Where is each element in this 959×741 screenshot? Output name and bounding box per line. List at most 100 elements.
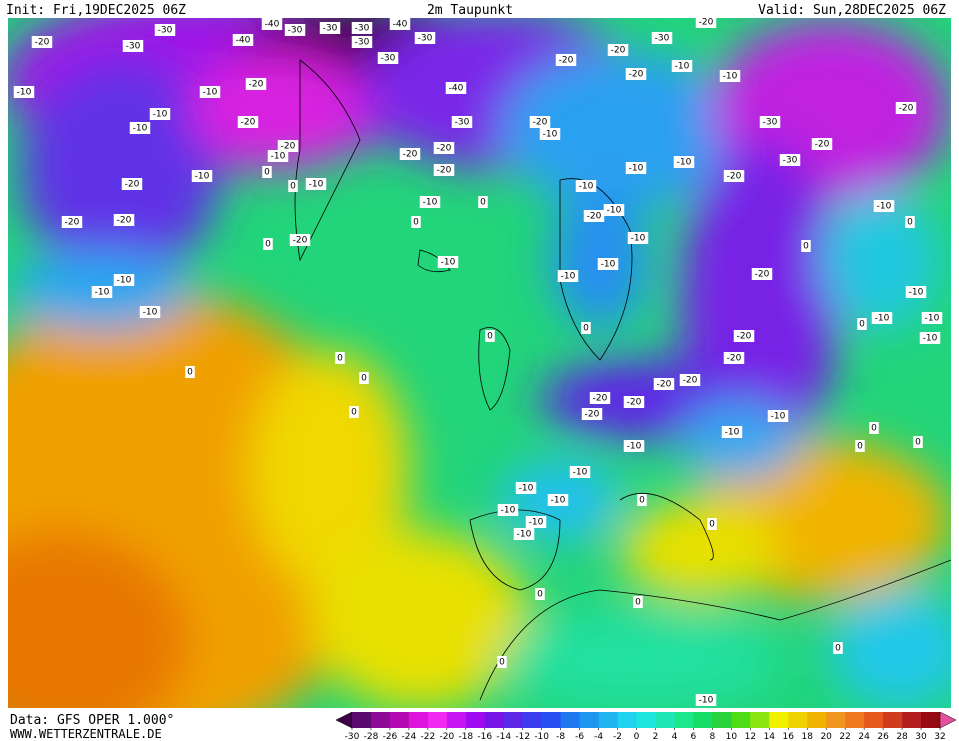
colorbar-tick-label: 8 (710, 732, 716, 741)
contour-label-box (871, 312, 893, 324)
contour-label-box (13, 86, 35, 98)
contour-label: -30 (323, 24, 338, 34)
contour-label: -10 (551, 496, 566, 506)
colorbar: -30 -28 -26 -24 -22 -20 -18 -16 -14 -12 -10 -8 -6 -4-… (335, 711, 957, 741)
contour-label: -20 (293, 236, 308, 246)
colorbar-cell (864, 712, 884, 728)
contour-label: 0 (413, 218, 419, 228)
contour-label: -10 (203, 88, 218, 98)
contour-label-box (919, 332, 941, 344)
contour-label-box (351, 36, 373, 48)
contour-label: 0 (480, 198, 486, 208)
contour-label: -30 (355, 38, 370, 48)
colorbar-tick-label: 14 (764, 732, 776, 741)
contour-label: -10 (153, 110, 168, 120)
contour-label: -20 (737, 332, 752, 342)
contour-label: -20 (241, 118, 256, 128)
contour-label: -20 (559, 56, 574, 66)
colorbar-cell (522, 712, 543, 728)
colorbar-tick-label: 20 (820, 732, 832, 741)
init-text: Init: Fri,19DEC2025 06Z (6, 3, 186, 18)
colorbar-tick-label: -12 (515, 732, 530, 741)
contour-label-box (651, 32, 673, 44)
contour-label-box (262, 166, 272, 178)
contour-label: -30 (355, 24, 370, 34)
contour-label-box (857, 318, 867, 330)
contour-label: -10 (723, 72, 738, 82)
contour-label-box (801, 240, 811, 252)
map-title: 2m Taupunkt (427, 3, 513, 18)
contour-label: -10 (573, 468, 588, 478)
contour-label: 0 (871, 424, 877, 434)
contour-label-box (913, 436, 923, 448)
contour-label: -10 (877, 202, 892, 212)
contour-label-box (751, 268, 773, 280)
colorbar-tick-label: 4 (672, 732, 678, 741)
colorbar-tick-label: 10 (726, 732, 738, 741)
contour-label-box (679, 374, 701, 386)
contour-label: -20 (437, 166, 452, 176)
contour-label-box (419, 196, 441, 208)
contour-label: -20 (815, 140, 830, 150)
colorbar-cell (370, 712, 391, 728)
colorbar-tick-label: 26 (877, 732, 889, 741)
data-source: Data: GFS OPER 1.000° (10, 713, 174, 728)
contour-label: -30 (783, 156, 798, 166)
colorbar-cell (541, 712, 562, 728)
contour-label: 0 (835, 644, 841, 654)
contour-label: -20 (117, 216, 132, 226)
colorbar-tick-label: -28 (364, 732, 379, 741)
contour-label-box (539, 128, 561, 140)
colorbar-cell (845, 712, 865, 728)
contour-label: -10 (17, 88, 32, 98)
contour-label: -20 (281, 142, 296, 152)
colorbar-cell (807, 712, 827, 728)
contour-label-box (625, 162, 647, 174)
contour-label-box (359, 372, 369, 384)
colorbar-tick-label: -16 (477, 732, 492, 741)
contour-label: -20 (727, 354, 742, 364)
contour-label: -20 (585, 410, 600, 420)
contour-label-box (121, 178, 143, 190)
contour-label: -20 (35, 38, 50, 48)
contour-label: -10 (517, 530, 532, 540)
colorbar-cell (712, 712, 732, 728)
contour-label: -10 (699, 696, 714, 706)
contour-label-box (185, 366, 195, 378)
contour-label: -10 (771, 412, 786, 422)
colorbar-cell (484, 712, 505, 728)
contour-label: 0 (583, 324, 589, 334)
contour-label: -20 (755, 270, 770, 280)
contour-label-box (399, 148, 421, 160)
contour-label-box (547, 494, 569, 506)
contour-label-box (122, 40, 144, 52)
contour-label-box (277, 140, 299, 152)
colorbar-tick-label: 24 (858, 732, 870, 741)
contour-label: -10 (441, 258, 456, 268)
contour-label: 0 (907, 218, 913, 228)
contour-label-box (721, 426, 743, 438)
contour-label-box (113, 214, 135, 226)
contour-label-box (319, 22, 341, 34)
colorbar-cell (427, 712, 448, 728)
contour-label-box (289, 234, 311, 246)
colorbar-cell (352, 712, 372, 728)
colorbar-tick-label: -22 (421, 732, 436, 741)
contour-label: -30 (381, 54, 396, 64)
colorbar-cell (674, 712, 694, 728)
colorbar-tick-label: -30 (345, 732, 360, 741)
contour-label: -30 (288, 26, 303, 36)
contour-label-box (873, 200, 895, 212)
contour-label: -20 (125, 180, 140, 190)
contour-label-box (569, 466, 591, 478)
contour-label-box (335, 352, 345, 364)
contour-label: -20 (533, 118, 548, 128)
contour-label: -10 (629, 164, 644, 174)
contour-label-box (633, 596, 643, 608)
colorbar-tick-label: 6 (691, 732, 697, 741)
contour-label-box (288, 180, 298, 192)
contour-label-box (437, 256, 459, 268)
